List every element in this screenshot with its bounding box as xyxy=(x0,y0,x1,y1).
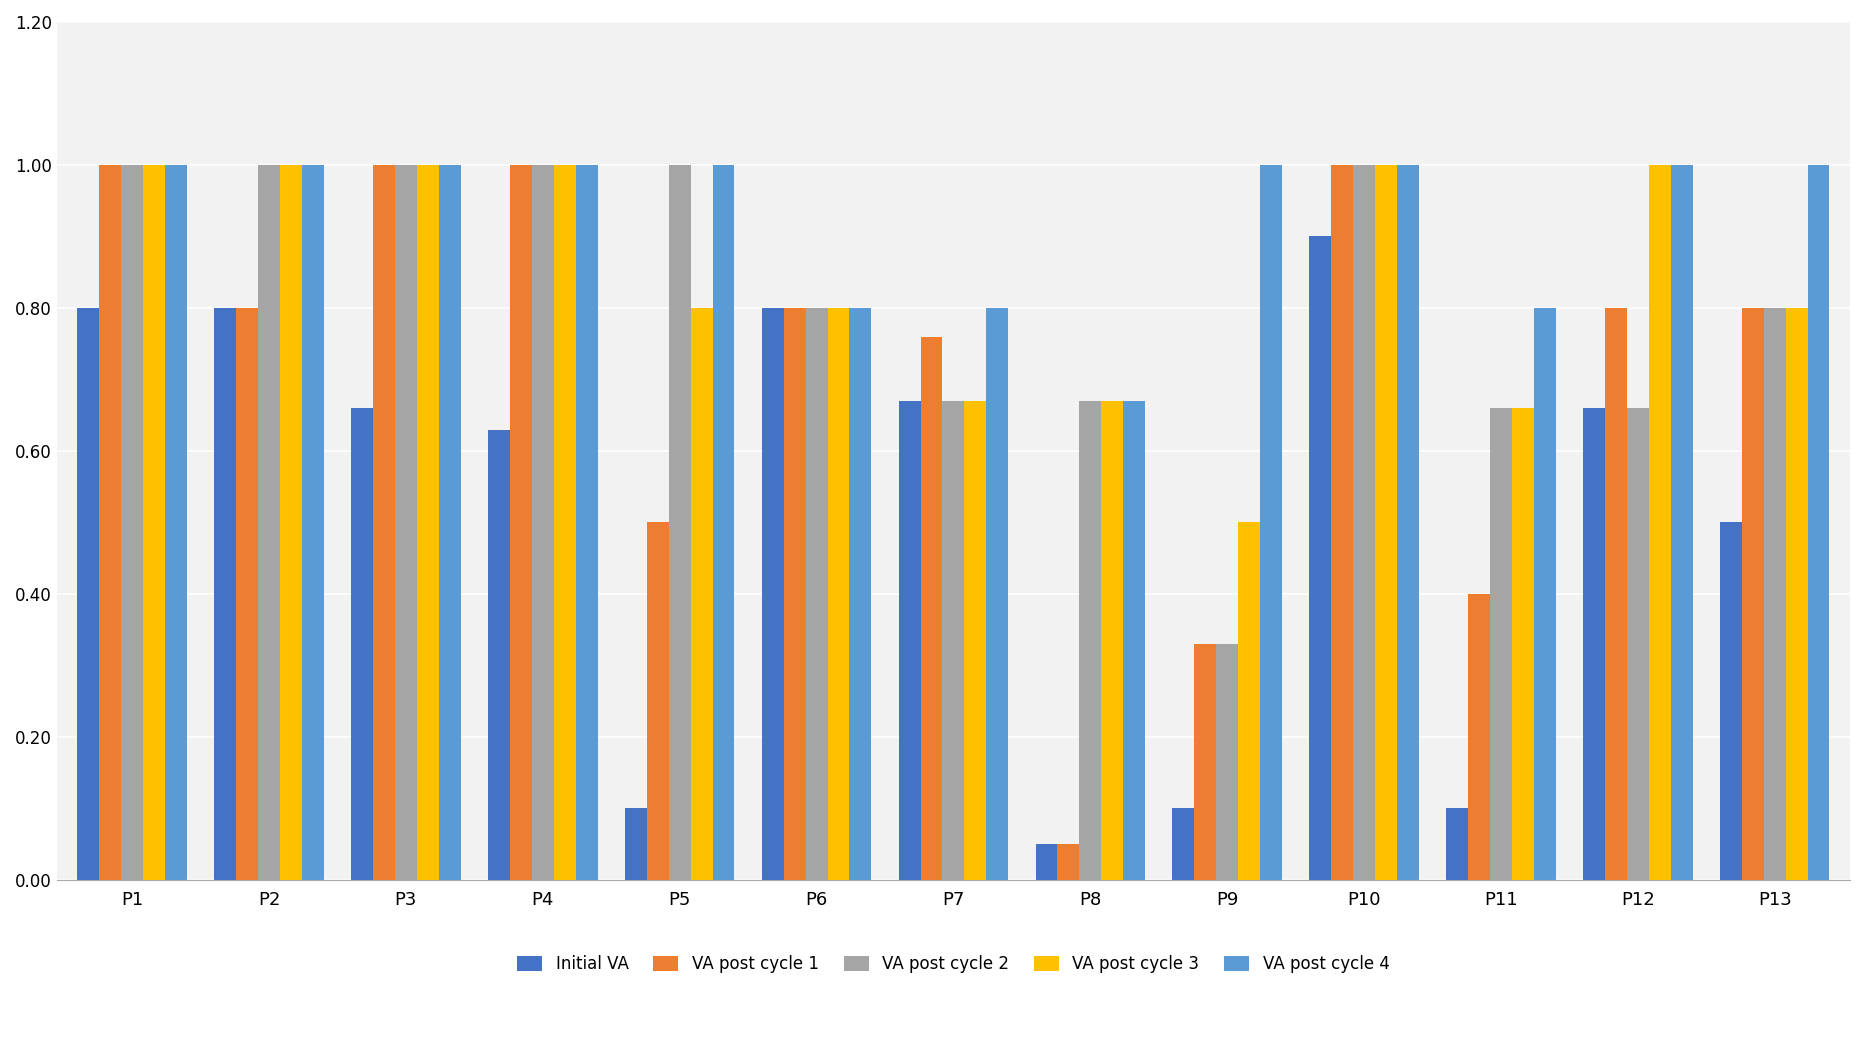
Bar xyxy=(257,165,280,880)
Bar xyxy=(1806,165,1829,880)
Bar xyxy=(1763,308,1784,880)
Bar xyxy=(1741,308,1763,880)
Bar xyxy=(531,165,554,880)
Bar xyxy=(488,430,509,880)
Bar xyxy=(1719,523,1741,880)
Bar xyxy=(669,165,690,880)
Bar xyxy=(647,523,669,880)
Bar xyxy=(1309,237,1331,880)
Bar xyxy=(690,308,712,880)
Bar xyxy=(805,308,828,880)
Bar xyxy=(121,165,144,880)
Bar xyxy=(164,165,186,880)
Bar xyxy=(1489,408,1512,880)
Bar xyxy=(280,165,302,880)
Bar xyxy=(1331,165,1353,880)
Bar xyxy=(1193,644,1215,880)
Bar xyxy=(1467,593,1489,880)
Bar xyxy=(554,165,576,880)
Legend: Initial VA, VA post cycle 1, VA post cycle 2, VA post cycle 3, VA post cycle 4: Initial VA, VA post cycle 1, VA post cyc… xyxy=(511,948,1396,979)
Bar xyxy=(1172,808,1193,880)
Bar xyxy=(1396,165,1419,880)
Bar xyxy=(1625,408,1648,880)
Bar xyxy=(76,308,99,880)
Bar xyxy=(1532,308,1555,880)
Bar xyxy=(373,165,395,880)
Bar xyxy=(350,408,373,880)
Bar xyxy=(1374,165,1396,880)
Bar xyxy=(302,165,324,880)
Bar xyxy=(848,308,870,880)
Bar xyxy=(438,165,460,880)
Bar xyxy=(1353,165,1374,880)
Bar xyxy=(1238,523,1260,880)
Bar xyxy=(828,308,848,880)
Bar xyxy=(941,401,964,880)
Bar xyxy=(418,165,438,880)
Bar xyxy=(1605,308,1625,880)
Bar xyxy=(576,165,596,880)
Bar xyxy=(237,308,257,880)
Bar xyxy=(1648,165,1670,880)
Bar xyxy=(144,165,164,880)
Bar xyxy=(964,401,986,880)
Bar xyxy=(214,308,237,880)
Bar xyxy=(1583,408,1605,880)
Bar xyxy=(509,165,531,880)
Bar xyxy=(1670,165,1693,880)
Bar xyxy=(1512,408,1532,880)
Bar xyxy=(1215,644,1238,880)
Bar xyxy=(1035,844,1057,880)
Bar xyxy=(1079,401,1100,880)
Bar xyxy=(712,165,734,880)
Bar xyxy=(1445,808,1467,880)
Bar xyxy=(1122,401,1144,880)
Bar xyxy=(921,337,941,880)
Bar xyxy=(986,308,1008,880)
Bar xyxy=(624,808,647,880)
Bar xyxy=(761,308,783,880)
Bar xyxy=(99,165,121,880)
Bar xyxy=(395,165,418,880)
Bar xyxy=(898,401,921,880)
Bar xyxy=(783,308,805,880)
Bar xyxy=(1100,401,1122,880)
Bar xyxy=(1057,844,1079,880)
Bar xyxy=(1260,165,1281,880)
Bar xyxy=(1784,308,1806,880)
